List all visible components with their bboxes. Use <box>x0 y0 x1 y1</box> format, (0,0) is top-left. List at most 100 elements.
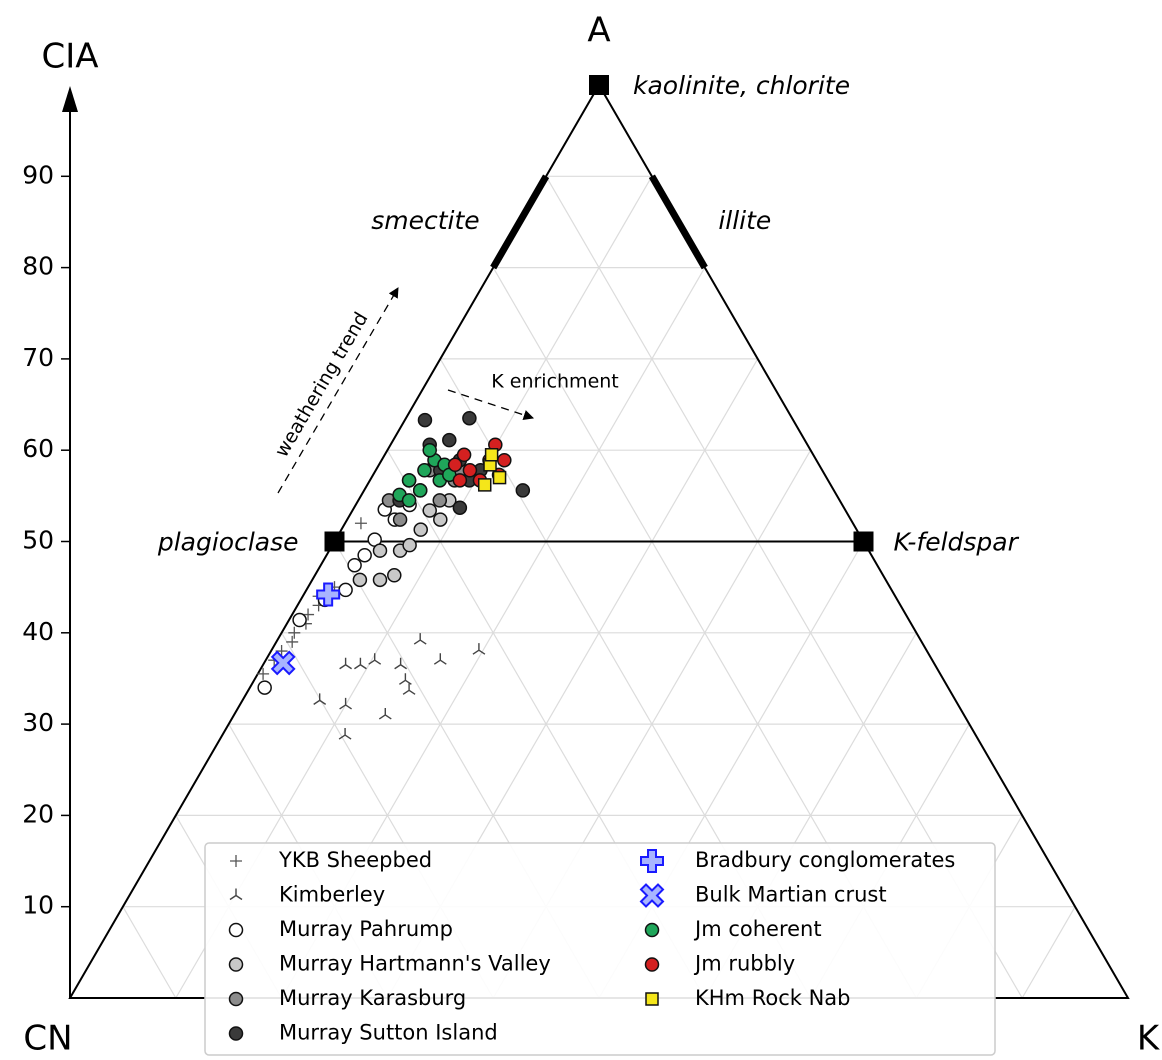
legend-label: YKB Sheepbed <box>278 848 432 872</box>
legend-marker <box>645 992 659 1006</box>
point <box>477 478 492 492</box>
point <box>402 537 417 553</box>
legend-item: Jm rubbly <box>644 952 795 976</box>
legend-item: YKB Sheepbed <box>230 848 432 872</box>
y-tick-label: 70 <box>22 343 54 372</box>
grid-line <box>122 906 177 999</box>
legend: YKB Sheepbed Kimberley Murray Pahrump Murra… <box>204 842 996 1056</box>
mineral-marker <box>853 531 874 552</box>
point <box>339 697 352 710</box>
point <box>412 483 428 498</box>
mineral-label: kaolinite, chlorite <box>633 71 850 100</box>
point <box>378 707 392 720</box>
series <box>352 493 457 588</box>
annotation: K enrichment <box>491 371 619 393</box>
mineral-marker <box>589 75 609 95</box>
legend-box <box>204 842 996 1056</box>
point <box>394 657 408 670</box>
legend-item: Murray Pahrump <box>228 917 453 941</box>
series <box>316 582 341 607</box>
legend-marker <box>639 883 665 908</box>
arrow <box>447 389 534 421</box>
point <box>257 667 270 680</box>
k-enrichment-arrow: K enrichment <box>447 371 619 421</box>
legend-item: Jm coherent <box>644 917 822 941</box>
point <box>354 657 367 670</box>
point <box>433 653 447 665</box>
weathering-arrow: weathering trend <box>271 287 399 494</box>
point <box>417 463 432 478</box>
point <box>387 568 402 583</box>
series <box>477 448 507 492</box>
point <box>492 470 507 485</box>
legend-marker <box>229 888 243 901</box>
y-tick-label: 90 <box>22 160 54 189</box>
series <box>392 442 457 508</box>
point <box>472 643 486 655</box>
series <box>270 650 296 676</box>
legend-marker <box>230 855 242 867</box>
point <box>288 626 301 639</box>
point <box>447 457 463 473</box>
legend-marker <box>644 957 660 972</box>
point <box>292 612 307 628</box>
y-tick-label: 30 <box>22 708 54 737</box>
legend-marker <box>228 922 244 938</box>
point <box>484 448 499 462</box>
point <box>452 500 468 515</box>
legend-label: Murray Sutton Island <box>279 1021 498 1045</box>
point <box>401 473 417 488</box>
y-tick-label: 80 <box>22 252 54 281</box>
point <box>316 582 341 607</box>
y-axis-arrow <box>62 86 78 112</box>
corner-label: K <box>1137 1019 1161 1059</box>
legend-label: KHm Rock Nab <box>695 986 850 1010</box>
legend-item: Bradbury conglomerates <box>640 848 955 873</box>
y-tick-label: 40 <box>22 617 54 646</box>
point <box>417 412 433 428</box>
mineral-marker <box>324 531 345 552</box>
point <box>347 557 362 573</box>
point <box>515 483 531 498</box>
legend-item: KHm Rock Nab <box>645 986 850 1010</box>
point <box>452 473 468 488</box>
legend-item: Bulk Martian crust <box>639 883 887 908</box>
point <box>401 493 417 508</box>
legend-label: Bulk Martian crust <box>695 883 887 907</box>
point <box>372 543 388 558</box>
y-tick-label: 10 <box>22 891 54 920</box>
point <box>462 463 478 478</box>
point <box>338 728 352 740</box>
legend-label: Jm coherent <box>693 917 822 941</box>
y-tick-label: 60 <box>22 434 54 463</box>
point <box>352 572 368 588</box>
clay-range <box>648 174 708 270</box>
legend-label: Bradbury conglomerates <box>695 848 955 872</box>
points: kaolinite, chlorite plagioclase K-feldspar… <box>157 71 1020 740</box>
point <box>368 653 382 665</box>
legend-item: Murray Karasburg <box>228 986 466 1010</box>
clay-label: illite <box>718 206 771 235</box>
point <box>497 452 512 468</box>
point <box>392 512 408 527</box>
point <box>372 572 388 588</box>
series <box>313 633 486 740</box>
point <box>456 447 472 463</box>
legend-label: Murray Hartmann's Valley <box>279 952 551 976</box>
point <box>433 512 448 527</box>
legend-label: Murray Karasburg <box>279 986 466 1010</box>
legend-item: Kimberley <box>229 883 385 907</box>
point <box>413 522 428 537</box>
legend-marker <box>644 922 660 938</box>
y-tick-label: 20 <box>22 799 54 828</box>
point <box>422 442 437 458</box>
point <box>442 432 457 448</box>
point <box>354 517 367 530</box>
point <box>422 503 437 518</box>
point <box>313 693 327 705</box>
legend-marker <box>640 849 664 873</box>
mineral-label: plagioclase <box>157 528 299 557</box>
point <box>432 493 448 508</box>
point <box>270 650 296 676</box>
